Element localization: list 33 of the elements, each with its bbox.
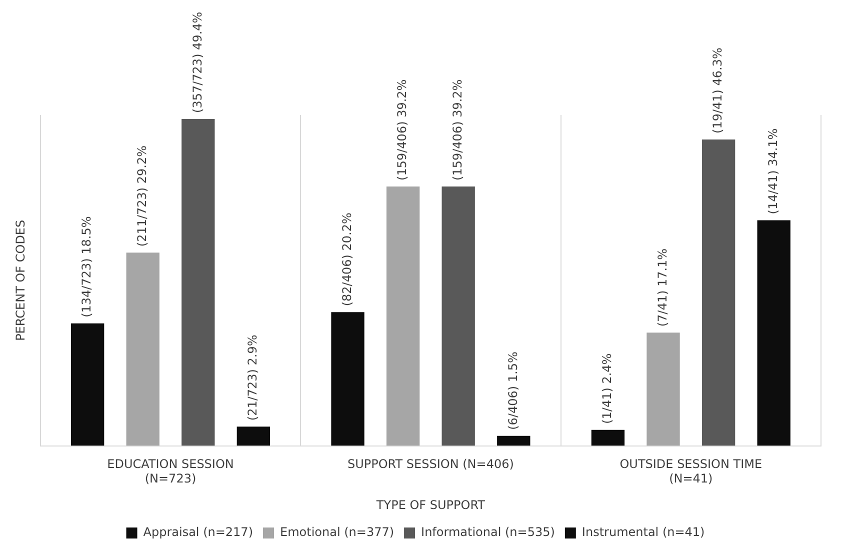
data-label: (357/723) 49.4% (190, 12, 204, 113)
x-axis-title: TYPE OF SUPPORT (375, 498, 486, 512)
bar (757, 220, 790, 446)
bar (331, 312, 364, 446)
data-label: (82/406) 20.2% (340, 212, 354, 306)
data-label: (21/723) 2.9% (246, 334, 260, 421)
legend-label: Informational (n=535) (421, 525, 555, 540)
bar (70, 323, 104, 446)
data-label: (1/41) 2.4% (600, 353, 614, 424)
bar (126, 252, 160, 446)
x-tick-label: OUTSIDE SESSION TIME (N=41) (620, 457, 762, 486)
bar (497, 436, 530, 446)
bar (442, 186, 475, 446)
data-label: (19/41) 46.3% (710, 48, 725, 134)
data-label: (7/41) 17.1% (655, 248, 670, 327)
legend-label: Appraisal (n=217) (143, 525, 254, 540)
data-label: (211/723) 29.2% (134, 145, 149, 247)
legend-label: Instrumental (n=41) (582, 525, 705, 540)
data-label: (159/406) 39.2% (395, 79, 410, 180)
bar (702, 139, 736, 446)
x-tick-label: SUPPORT SESSION (N=406) (347, 457, 514, 472)
x-tick-label: EDUCATION SESSION (N=723) (107, 457, 234, 486)
data-label: (14/41) 34.1% (766, 128, 780, 214)
bar (591, 430, 625, 446)
data-label: (159/406) 39.2% (450, 79, 464, 180)
data-label: (6/406) 1.5% (506, 352, 520, 430)
data-label: (134/723) 18.5% (80, 216, 94, 318)
bar (646, 332, 680, 446)
bar (386, 186, 420, 446)
y-axis-title: PERCENT OF CODES (13, 220, 28, 341)
bar (182, 118, 215, 446)
bar (236, 426, 270, 446)
legend-label: Emotional (n=377) (280, 525, 394, 540)
